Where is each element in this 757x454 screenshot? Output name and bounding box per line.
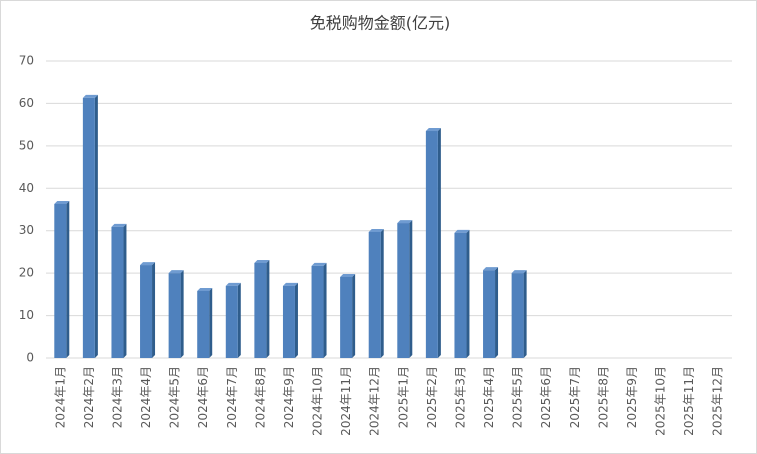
- bar-side: [180, 270, 184, 358]
- bar: [340, 276, 353, 358]
- bar-side: [437, 128, 441, 358]
- bar: [54, 203, 67, 358]
- x-tick-label: 2025年5月: [511, 366, 525, 428]
- bar: [282, 285, 295, 358]
- bar: [111, 226, 124, 358]
- x-tick-label: 2025年4月: [482, 366, 496, 428]
- x-tick-label: 2025年7月: [568, 366, 582, 428]
- y-tick-label: 10: [19, 308, 34, 322]
- bar-side: [123, 223, 127, 358]
- x-tick-label: 2024年1月: [53, 366, 67, 428]
- bar-side: [495, 267, 499, 358]
- bar-side: [294, 282, 298, 358]
- bar-side: [323, 262, 327, 358]
- x-tick-label: 2024年5月: [168, 366, 182, 428]
- x-tick-label: 2025年3月: [453, 366, 467, 428]
- bar-side: [209, 287, 213, 358]
- bar-top: [54, 200, 70, 204]
- bar: [483, 270, 496, 358]
- bar-top: [454, 229, 470, 233]
- x-tick-label: 2025年11月: [682, 366, 696, 436]
- chart-title: 免税购物金额(亿元): [310, 14, 451, 33]
- bar-side: [352, 273, 356, 358]
- y-tick-label: 50: [19, 138, 34, 152]
- bar-side: [94, 94, 98, 359]
- bar: [311, 265, 324, 358]
- x-tick-label: 2024年12月: [368, 366, 382, 436]
- bar-top: [397, 220, 413, 224]
- x-tick-label: 2024年4月: [139, 366, 153, 428]
- x-tick-label: 2024年9月: [282, 366, 296, 428]
- bar-side: [237, 282, 241, 358]
- x-tick-label: 2025年2月: [425, 366, 439, 428]
- bar-top: [168, 270, 184, 274]
- bar: [511, 273, 524, 358]
- bar: [368, 231, 381, 358]
- bar-side: [380, 228, 384, 358]
- bar: [168, 273, 181, 358]
- x-tick-label: 2024年10月: [311, 366, 325, 436]
- bar-top: [368, 228, 384, 232]
- bar-top: [197, 287, 213, 291]
- y-tick-label: 60: [19, 96, 34, 110]
- bar-top: [483, 267, 499, 271]
- bar-top: [311, 262, 327, 266]
- bar-side: [152, 262, 156, 358]
- bar-side: [466, 229, 470, 358]
- x-tick-label: 2024年6月: [196, 366, 210, 428]
- x-tick-label: 2024年8月: [253, 366, 267, 428]
- bar-side: [523, 270, 527, 358]
- bar-side: [66, 200, 70, 358]
- bar-top: [340, 273, 356, 277]
- y-tick-label: 20: [19, 266, 34, 280]
- x-tick-label: 2025年8月: [596, 366, 610, 428]
- bar-top: [425, 128, 441, 132]
- bar: [82, 97, 95, 359]
- bar: [425, 131, 438, 358]
- bar-top: [254, 259, 270, 263]
- y-tick-label: 30: [19, 223, 34, 237]
- bar-top: [82, 94, 98, 98]
- x-tick-label: 2025年9月: [625, 366, 639, 428]
- bar-side: [409, 220, 413, 358]
- bar: [140, 265, 153, 358]
- bar-side: [266, 259, 270, 358]
- y-tick-label: 70: [19, 54, 34, 68]
- bar-top: [140, 262, 156, 266]
- x-tick-label: 2025年12月: [711, 366, 725, 436]
- bar: [454, 232, 467, 358]
- bar: [254, 262, 267, 358]
- bar: [397, 223, 410, 358]
- y-tick-label: 0: [26, 351, 34, 365]
- x-tick-label: 2025年1月: [396, 366, 410, 428]
- x-tick-label: 2024年3月: [110, 366, 124, 428]
- x-tick-label: 2025年6月: [539, 366, 553, 428]
- bar-top: [111, 223, 127, 227]
- x-tick-label: 2024年2月: [82, 366, 96, 428]
- bar-top: [282, 282, 298, 286]
- x-tick-label: 2024年7月: [225, 366, 239, 428]
- x-tick-label: 2025年10月: [654, 366, 668, 436]
- bar-top: [511, 270, 527, 274]
- x-tick-label: 2024年11月: [339, 366, 353, 436]
- bar-top: [225, 282, 241, 286]
- y-tick-label: 40: [19, 181, 34, 195]
- bar: [197, 290, 210, 358]
- bar: [225, 285, 238, 358]
